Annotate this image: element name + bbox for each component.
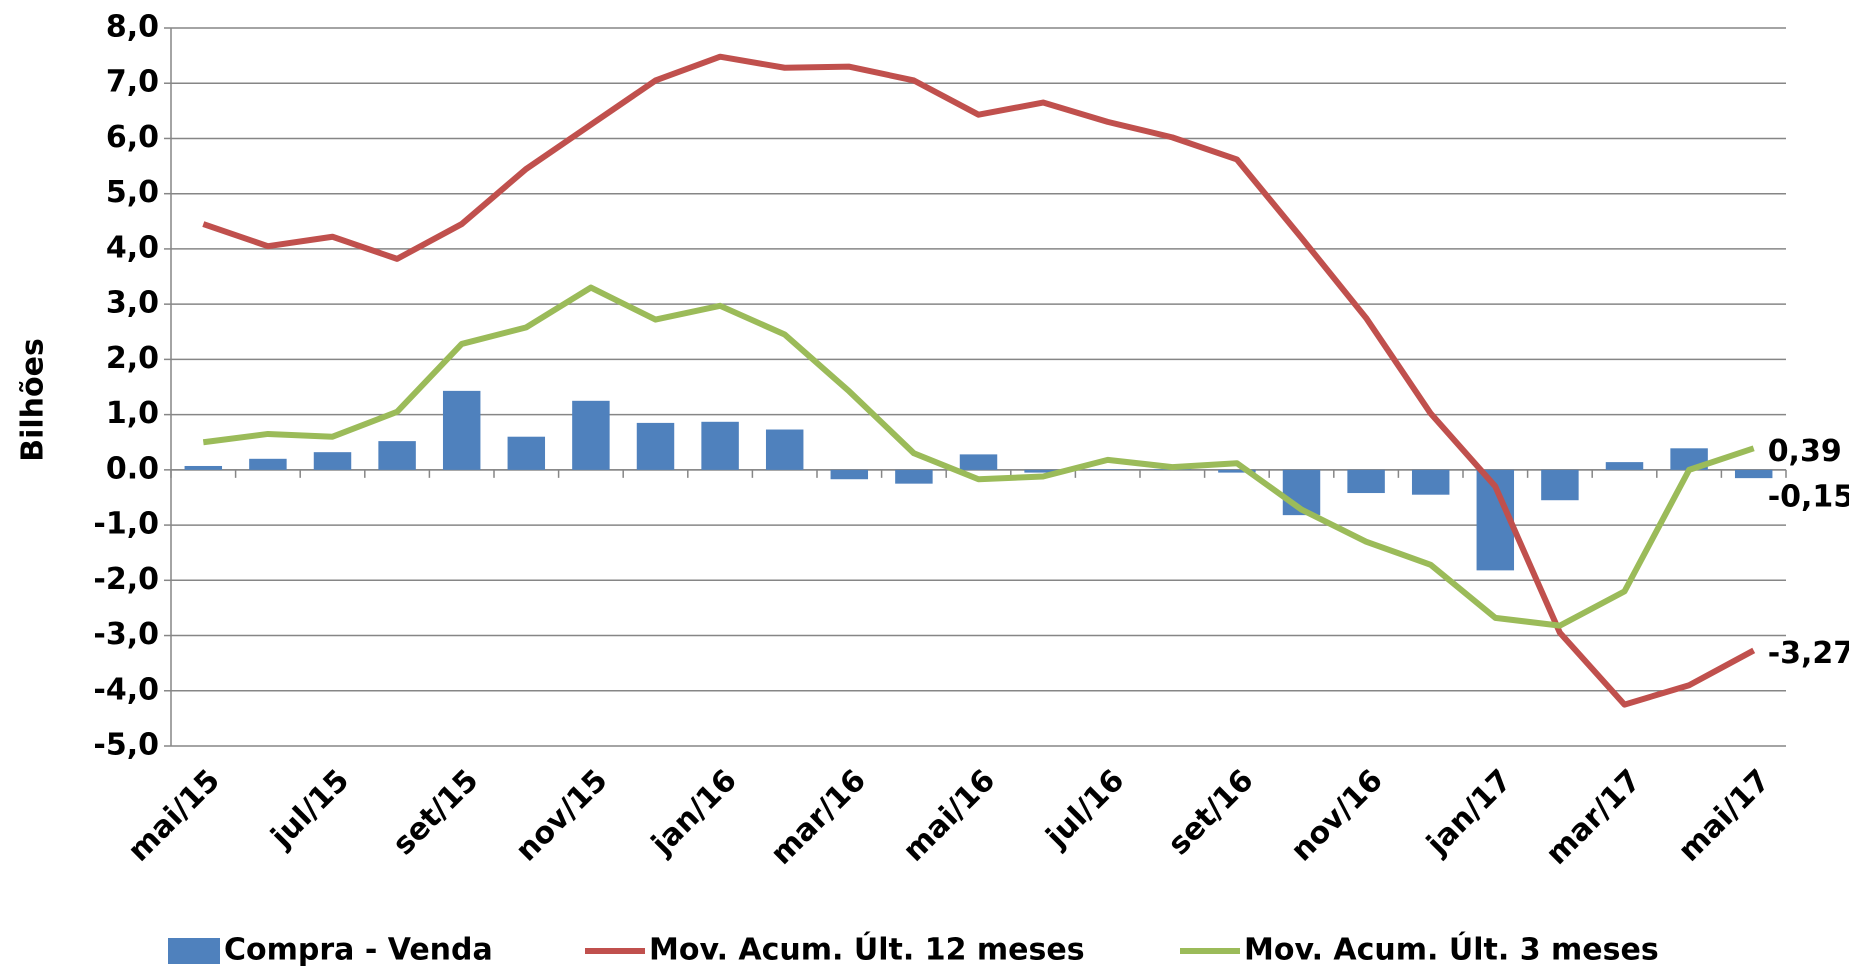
y-tick-label: 0.0 <box>106 451 159 486</box>
y-tick-label: -5,0 <box>93 728 159 763</box>
y-axis-label: Bilhões <box>16 338 51 462</box>
bar <box>1218 469 1256 473</box>
x-tick-label: mai/15 <box>121 763 227 869</box>
line <box>202 53 1756 708</box>
bar <box>1024 469 1062 473</box>
bar <box>701 421 739 470</box>
bar <box>249 458 287 470</box>
y-tick-label: 2,0 <box>106 341 159 376</box>
y-tick-label: 8,0 <box>106 10 159 45</box>
y-tick-label: 4,0 <box>106 230 159 265</box>
y-tick-label: -1,0 <box>93 507 159 542</box>
x-tick-label: mar/17 <box>1539 763 1648 872</box>
legend-label: Mov. Acum. Últ. 12 meses <box>649 931 1085 968</box>
x-tick-label: mai/17 <box>1672 763 1778 869</box>
x-tick-label: mai/16 <box>896 763 1002 869</box>
x-tick-label: set/16 <box>1161 763 1260 862</box>
x-tick-label: nov/16 <box>1284 763 1390 869</box>
y-tick-label: 1,0 <box>106 396 159 431</box>
bar <box>765 429 804 470</box>
bar <box>313 452 352 470</box>
y-tick-label: -4,0 <box>93 672 159 707</box>
y-tick-label: 7,0 <box>106 65 159 100</box>
legend-label: Compra - Venda <box>224 933 493 968</box>
bar <box>636 422 675 470</box>
x-tick-label: jul/15 <box>264 763 356 855</box>
bar <box>184 465 223 470</box>
value-label: -3,27 <box>1768 636 1849 671</box>
bar <box>895 469 933 484</box>
legend-label: Mov. Acum. Últ. 3 meses <box>1244 931 1659 968</box>
bar <box>1605 462 1644 470</box>
bar <box>830 469 869 480</box>
bar <box>959 454 998 470</box>
bar <box>507 436 546 470</box>
x-tick-label: nov/15 <box>509 763 615 869</box>
x-tick-label: jan/16 <box>644 763 743 862</box>
value-label: -0,15 <box>1768 480 1849 515</box>
x-tick-label: jul/16 <box>1039 763 1131 855</box>
bar <box>1088 469 1127 470</box>
line <box>202 284 1755 629</box>
bar <box>378 441 416 470</box>
x-tick-label: set/15 <box>386 763 485 862</box>
bar <box>442 390 481 470</box>
bar <box>572 400 610 470</box>
y-tick-label: 3,0 <box>106 286 159 321</box>
legend-swatch <box>168 938 220 964</box>
y-tick-label: -2,0 <box>93 562 159 597</box>
y-tick-label: -3,0 <box>93 617 159 652</box>
y-tick-label: 6,0 <box>106 120 159 155</box>
bar <box>1541 469 1579 501</box>
value-label: 0,39 <box>1768 434 1842 469</box>
bar <box>1411 469 1450 495</box>
x-tick-label: jan/17 <box>1420 763 1519 862</box>
x-tick-label: mar/16 <box>764 763 873 872</box>
y-tick-label: 5,0 <box>106 175 159 210</box>
bar <box>1734 469 1773 479</box>
bar <box>1347 469 1385 494</box>
